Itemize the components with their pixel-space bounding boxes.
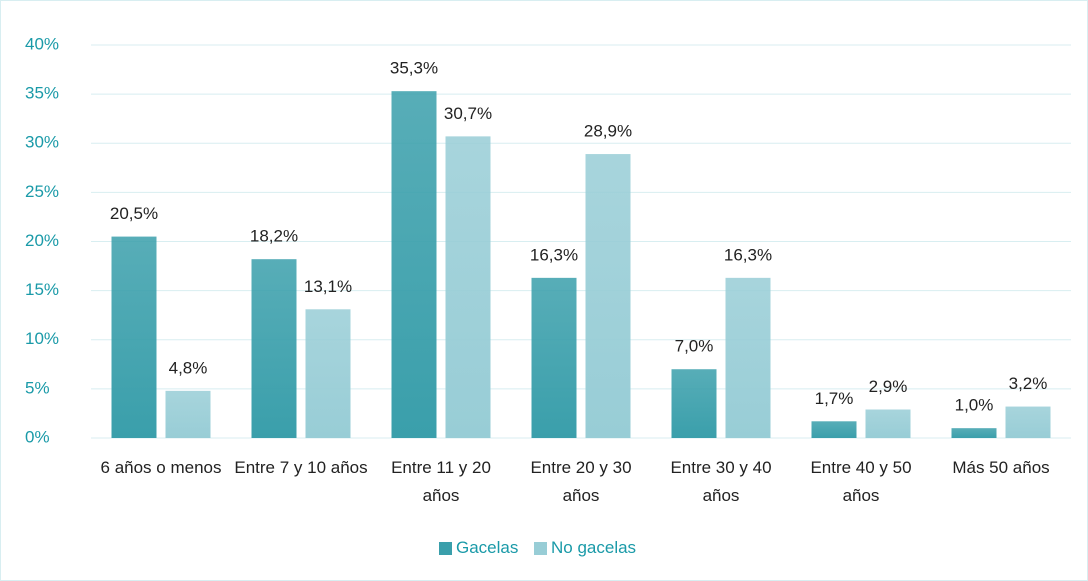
bar (865, 409, 911, 438)
x-tick-label: Entre 11 y 20 años (391, 458, 491, 505)
data-label: 1,7% (815, 389, 854, 408)
y-tick-label: 35% (25, 84, 59, 103)
bar (165, 390, 211, 438)
bar (391, 91, 437, 439)
x-tick-label: Entre 7 y 10 años (234, 458, 368, 477)
x-tick-label: Más 50 años (952, 458, 1050, 477)
bar (531, 277, 577, 438)
data-label: 28,9% (584, 122, 632, 141)
data-label: 35,3% (390, 59, 438, 78)
data-label: 20,5% (110, 204, 158, 223)
bar (671, 369, 717, 438)
y-tick-label: 15% (25, 280, 59, 299)
bar (951, 428, 997, 438)
data-label: 1,0% (955, 396, 994, 415)
x-tick-label: Entre 40 y 50 años (810, 458, 912, 505)
x-tick-label: 6 años o menos (100, 458, 222, 477)
legend-item: No gacelas (534, 538, 636, 558)
data-label: 3,2% (1009, 374, 1048, 393)
bar (725, 277, 771, 438)
bar (111, 236, 157, 438)
bar (251, 259, 297, 438)
legend-label: Gacelas (456, 538, 519, 557)
legend-swatch (439, 541, 452, 555)
y-tick-label: 0% (25, 427, 50, 446)
legend-label: No gacelas (551, 538, 637, 557)
data-label: 13,1% (304, 277, 352, 296)
bar (585, 154, 631, 438)
data-label: 16,3% (724, 245, 772, 264)
legend-swatch (534, 541, 547, 555)
y-tick-label: 10% (25, 329, 59, 348)
data-label: 4,8% (169, 358, 208, 377)
bar (445, 136, 491, 438)
data-label: 16,3% (530, 245, 578, 264)
data-label: 7,0% (675, 337, 714, 356)
y-tick-label: 30% (25, 133, 59, 152)
y-tick-label: 5% (25, 378, 50, 397)
legend-item: Gacelas (439, 538, 518, 558)
data-label: 18,2% (250, 227, 298, 246)
y-tick-label: 40% (25, 34, 59, 53)
y-tick-label: 25% (25, 182, 59, 201)
x-tick-label: Entre 20 y 30 años (530, 458, 632, 505)
data-label: 30,7% (444, 104, 492, 123)
bar (811, 421, 857, 438)
x-tick-label: Entre 30 y 40 años (670, 458, 772, 505)
y-tick-label: 20% (25, 231, 59, 250)
bar (305, 309, 351, 438)
bar (1005, 406, 1051, 438)
data-label: 2,9% (869, 377, 908, 396)
